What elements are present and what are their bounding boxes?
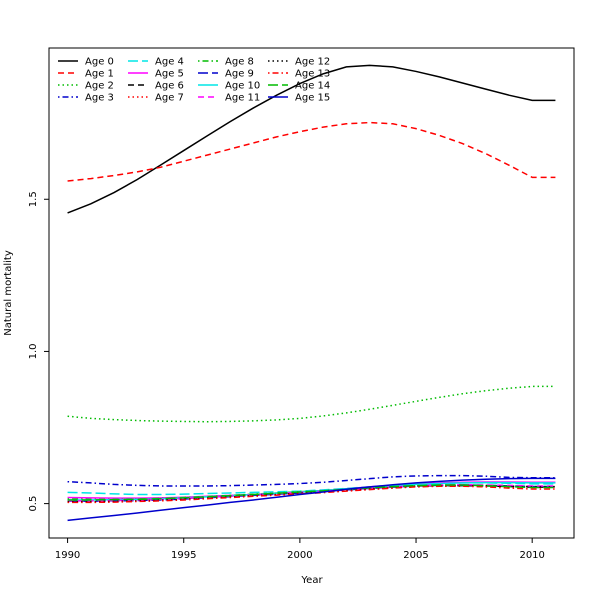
y-tick-label: 1.0 bbox=[28, 343, 39, 359]
series-layer bbox=[67, 64, 556, 522]
x-tick-label: 1990 bbox=[55, 550, 80, 561]
y-axis: 0.5 1.0 1.5 bbox=[28, 191, 49, 512]
legend-label-9: Age 8 bbox=[225, 57, 254, 68]
legend-label-3: Age 2 bbox=[85, 81, 114, 92]
x-axis: 1990 1995 2000 2005 2010 bbox=[55, 538, 545, 561]
legend-label-7: Age 6 bbox=[155, 81, 184, 92]
legend-label-8: Age 7 bbox=[155, 93, 184, 104]
legend-label-12: Age 11 bbox=[225, 93, 260, 104]
series-line-4 bbox=[67, 474, 556, 487]
series-line-2 bbox=[67, 121, 556, 182]
legend-label-11: Age 10 bbox=[225, 81, 260, 92]
legend-label-13: Age 12 bbox=[295, 57, 330, 68]
legend-label-6: Age 5 bbox=[155, 69, 184, 80]
legend-label-1: Age 0 bbox=[85, 57, 114, 68]
x-tick-label: 2010 bbox=[519, 550, 544, 561]
legend-label-5: Age 4 bbox=[155, 57, 184, 68]
plot-frame bbox=[48, 47, 575, 539]
x-tick-label: 2000 bbox=[287, 550, 312, 561]
series-line-1 bbox=[67, 64, 556, 214]
legend-label-16: Age 15 bbox=[295, 93, 330, 104]
y-tick-label: 1.5 bbox=[28, 191, 39, 207]
series-line-3 bbox=[67, 385, 556, 423]
legend-label-15: Age 14 bbox=[295, 81, 330, 92]
legend-label-10: Age 9 bbox=[225, 69, 254, 80]
x-tick-label: 1995 bbox=[171, 550, 196, 561]
legend-label-2: Age 1 bbox=[85, 69, 114, 80]
y-axis-label: Natural mortality bbox=[3, 250, 14, 336]
x-tick-label: 2005 bbox=[403, 550, 428, 561]
series-line-16 bbox=[67, 477, 556, 522]
series-line-15 bbox=[67, 484, 556, 501]
x-axis-label: Year bbox=[300, 575, 323, 586]
legend-label-14: Age 13 bbox=[295, 69, 330, 80]
legend-label-4: Age 3 bbox=[85, 93, 114, 104]
y-tick-label: 0.5 bbox=[28, 496, 39, 512]
